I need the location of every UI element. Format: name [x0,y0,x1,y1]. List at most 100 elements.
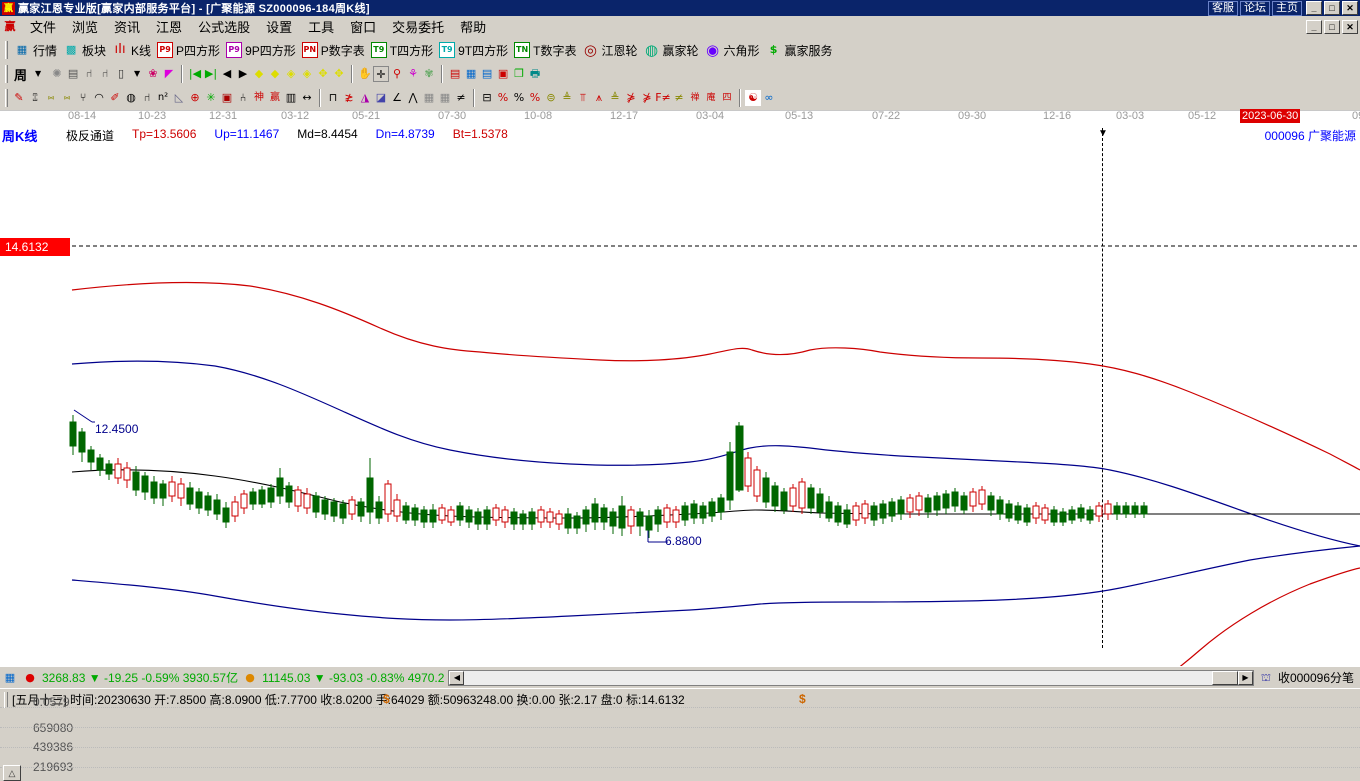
flag-icon[interactable]: ◤ [164,67,174,80]
hand-icon[interactable]: ✋ [358,67,372,80]
tool-9t-square[interactable]: T9 9T四方形 [436,40,511,60]
gann-fan2-icon[interactable]: ⑅ [63,91,71,104]
zoom-left-icon[interactable]: ◆ [254,67,264,80]
bar9-icon[interactable]: ⑁ [101,67,109,80]
ruler-icon[interactable]: ▥ [285,91,297,104]
menu-item-window[interactable]: 窗口 [350,20,377,35]
chart-area[interactable]: 08-14 10-23 12-31 03-12 05-21 07-30 10-0… [0,109,1360,781]
next-icon[interactable]: ▶ [238,67,248,80]
scroll-thumb[interactable] [1211,670,1238,685]
gold-circle-icon[interactable]: ⊜ [546,91,556,104]
rays-icon[interactable]: ≵ [344,91,354,104]
pen2-icon[interactable]: ✐ [110,91,120,104]
zoom-right-icon[interactable]: ◆ [270,67,280,80]
mdi-close-icon[interactable]: ✕ [1342,19,1358,34]
chevron-down-icon[interactable]: ▼ [34,69,42,78]
gold2-icon[interactable]: ≜ [610,91,620,104]
pen-gold-icon[interactable]: ⫪ [579,91,587,104]
shen-icon[interactable]: 神 [254,92,264,103]
tool-winner-wheel[interactable]: ◍ 赢家轮 [640,40,701,60]
fork-icon[interactable]: ⑄ [31,91,39,104]
tool-winner-service[interactable]: $ 赢家服务 [763,40,836,60]
link-icon[interactable]: ∞ [764,91,774,104]
save-icon[interactable]: ▣ [497,67,509,80]
globe-icon[interactable]: ✺ [52,67,62,80]
slope-icon[interactable]: ⋡ [626,91,636,104]
fib-icon[interactable]: ⑂ [79,91,87,104]
gold-icon[interactable]: ≜ [562,91,572,104]
toolbar-grip-3[interactable] [5,89,8,107]
link-forum[interactable]: 论坛 [1240,0,1270,16]
menu-item-browse[interactable]: 浏览 [72,20,99,35]
clipboard-icon[interactable]: ▤ [67,67,79,80]
fit-icon[interactable]: ✥ [334,67,344,80]
tool-p-square[interactable]: P9 P四方形 [154,40,223,60]
n2-icon[interactable]: n² [157,92,169,103]
circle-icon[interactable]: ◍ [126,91,136,104]
pen-icon[interactable]: ✎ [14,91,24,104]
tool-t-square[interactable]: T9 T四方形 [368,40,436,60]
net-icon[interactable]: ◪ [375,91,387,104]
angle-icon[interactable]: ◺ [174,91,184,104]
link-customer-service[interactable]: 客服 [1208,0,1238,16]
wave-icon[interactable]: ⑃ [239,91,247,104]
chevron-down-icon-2[interactable]: ▼ [133,69,141,78]
menu-item-news[interactable]: 资讯 [114,20,141,35]
mdi-minimize-icon[interactable]: _ [1306,19,1322,34]
slope2-icon[interactable]: ⋡ [642,91,652,104]
bar3-icon[interactable]: ⑁ [85,67,93,80]
menu-app-icon[interactable]: 赢 [2,18,18,35]
star-icon[interactable]: ✳ [206,91,216,104]
gann-fan-icon[interactable]: ⑅ [47,91,55,104]
period-selector[interactable]: 周 ▼ [11,64,49,84]
tool-blocks[interactable]: ▩ 板块 [60,40,109,60]
first-icon[interactable]: |◀ [188,67,202,80]
menu-item-gann[interactable]: 江恩 [156,20,183,35]
ladder-icon[interactable]: ⊟ [482,91,492,104]
target-icon[interactable]: ⊕ [190,91,200,104]
crosshair-icon[interactable]: ✛ [373,66,390,82]
gold3-icon[interactable]: ≠ [674,91,684,104]
menu-item-settings[interactable]: 设置 [266,20,293,35]
prev-icon[interactable]: ◀ [222,67,232,80]
compass-icon[interactable]: ⚲ [392,67,402,80]
scroll-left-icon[interactable]: ◀ [449,670,465,685]
spiral-icon[interactable]: ◠ [94,91,104,104]
pct2-icon[interactable]: % [529,91,541,104]
restore-icon[interactable]: □ [1324,1,1340,15]
grid2-icon[interactable]: ⑁ [143,91,151,104]
link-homepage[interactable]: 主页 [1272,0,1302,16]
arrow-icon[interactable]: ↔ [302,91,312,104]
expand-triangle-icon[interactable]: △ [3,765,21,781]
minimize-icon[interactable]: _ [1306,1,1322,15]
tool-kline[interactable]: ıIı K线 [109,40,154,60]
move-icon[interactable]: ✥ [318,67,328,80]
box-icon[interactable]: ▣ [221,91,233,104]
menu-item-help[interactable]: 帮助 [460,20,487,35]
tool-t-table[interactable]: TN T数字表 [511,40,579,60]
toolbar-grip-2[interactable] [5,65,8,83]
mdi-restore-icon[interactable]: □ [1324,19,1340,34]
calendar-icon[interactable]: ▤ [449,67,461,80]
fan-icon[interactable]: ◮ [360,91,370,104]
menu-item-file[interactable]: 文件 [30,20,57,35]
last-icon[interactable]: ▶| [204,67,218,80]
grid4-icon[interactable]: ▦ [439,91,451,104]
parallel-icon[interactable]: ≠ [456,91,466,104]
expand-icon[interactable]: ◈ [286,67,296,80]
percent-icon[interactable]: % [513,91,525,104]
candle-icon[interactable]: ▯ [117,67,125,80]
tree-icon[interactable]: ⚘ [408,67,418,80]
shen3-icon[interactable]: 庵 [706,93,716,103]
si-icon[interactable]: 四 [722,93,732,103]
menu-item-formula[interactable]: 公式选股 [198,20,251,35]
ying-icon[interactable]: 赢 [270,92,280,103]
lines-icon[interactable]: ∠ [392,91,402,104]
shen2-icon[interactable]: 禅 [690,93,700,103]
toolbar-grip[interactable] [5,41,8,59]
tool-hexagon[interactable]: ◉ 六角形 [702,40,763,60]
contract-icon[interactable]: ◈ [302,67,312,80]
brain-icon[interactable]: ✾ [424,67,434,80]
grid3-icon[interactable]: ▦ [423,91,435,104]
menu-item-trade[interactable]: 交易委托 [392,20,445,35]
